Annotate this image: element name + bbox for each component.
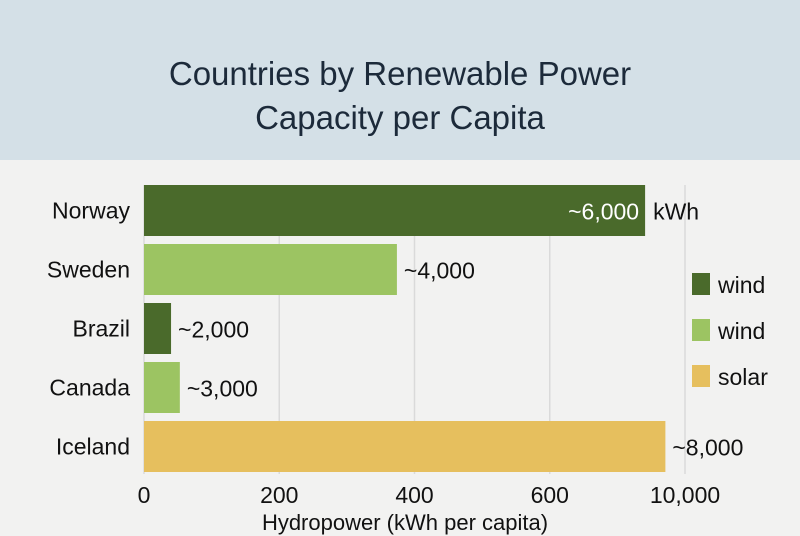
data-label: ~4,000 [404,258,475,284]
chart-title-line-1: Countries by Renewable Power [168,55,632,92]
x-tick-label: 600 [531,482,569,508]
chart-title: Countries by Renewable Power Capacity pe… [0,52,800,140]
x-tick-label: 400 [395,482,433,508]
legend-label: solar [718,364,768,390]
title-band [0,0,800,160]
legend-swatch [692,273,710,295]
bar-iceland [144,421,666,472]
y-tick-label: Norway [52,198,130,224]
chart-title-line-2: Capacity per Capita [255,99,545,136]
y-tick-label: Iceland [56,434,130,460]
y-tick-label: Canada [49,375,130,401]
legend-swatch [692,365,710,387]
bar-brazil [144,303,172,354]
data-label: ~3,000 [187,376,258,402]
y-tick-label: Sweden [47,257,130,283]
data-label-unit: kWh [653,199,699,225]
y-tick-label: Brazil [72,316,130,342]
x-tick-label: 10,000 [650,482,720,508]
bar-canada [144,362,180,413]
bar-sweden [144,244,397,295]
data-label: ~2,000 [178,317,249,343]
legend-label: wind [717,272,765,298]
legend-label: wind [717,318,765,344]
data-label: ~6,000 [568,199,639,225]
data-label: ~8,000 [672,435,743,461]
x-tick-label: 200 [260,482,298,508]
legend-swatch [692,319,710,341]
x-axis-label: Hydropower (kWh per capita) [262,510,548,535]
x-tick-label: 0 [138,482,151,508]
bar-norway [144,185,646,236]
